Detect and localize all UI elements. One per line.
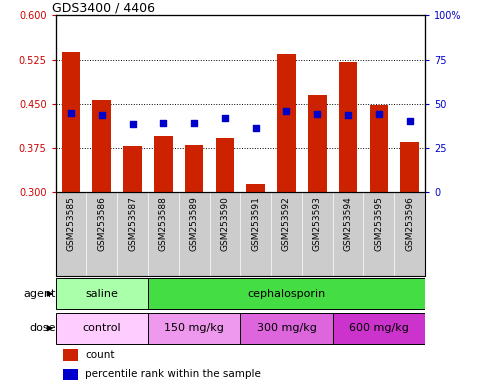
Point (283, 108, 290, 114)
Text: GDS3400 / 4406: GDS3400 / 4406 (52, 1, 155, 14)
Point (252, 125, 259, 131)
Bar (154, 136, 172, 192)
Text: cephalosporin: cephalosporin (247, 289, 326, 299)
Bar (308, 95, 327, 192)
Bar (63, 369, 78, 380)
Text: count: count (85, 350, 114, 360)
Point (128, 121, 136, 127)
Point (406, 118, 413, 124)
Point (221, 115, 229, 121)
Bar (62, 53, 80, 192)
Text: GSM253593: GSM253593 (313, 196, 322, 251)
Point (313, 111, 321, 118)
Text: GSM253589: GSM253589 (190, 196, 199, 251)
Text: 150 mg/kg: 150 mg/kg (164, 323, 224, 333)
Point (67, 109, 75, 116)
Bar (339, 63, 357, 192)
Bar (400, 142, 419, 192)
Bar (56, 278, 148, 310)
Bar (246, 184, 265, 192)
Text: 600 mg/kg: 600 mg/kg (349, 323, 409, 333)
Text: GSM253595: GSM253595 (374, 196, 384, 251)
Bar (277, 54, 296, 192)
Bar (92, 99, 111, 192)
Text: 300 mg/kg: 300 mg/kg (256, 323, 316, 333)
Text: saline: saline (85, 289, 118, 299)
Text: GSM253592: GSM253592 (282, 196, 291, 251)
Text: GSM253587: GSM253587 (128, 196, 137, 251)
Point (190, 119, 198, 126)
Text: GSM253588: GSM253588 (159, 196, 168, 251)
Bar (215, 138, 234, 192)
Text: GSM253596: GSM253596 (405, 196, 414, 251)
Text: GSM253590: GSM253590 (220, 196, 229, 251)
Text: agent: agent (24, 289, 56, 299)
Text: dose: dose (29, 323, 56, 333)
Bar (123, 146, 142, 192)
Point (375, 111, 383, 118)
Bar (185, 145, 203, 192)
Bar (56, 313, 148, 344)
Text: GSM253594: GSM253594 (343, 196, 353, 251)
Point (344, 113, 352, 119)
Text: GSM253586: GSM253586 (97, 196, 106, 251)
Text: control: control (83, 323, 121, 333)
Bar (240, 313, 333, 344)
Bar (333, 313, 425, 344)
Point (159, 119, 167, 126)
Bar (63, 349, 78, 361)
Bar (369, 106, 388, 192)
Text: GSM253591: GSM253591 (251, 196, 260, 251)
Text: GSM253585: GSM253585 (67, 196, 75, 251)
Text: percentile rank within the sample: percentile rank within the sample (85, 369, 261, 379)
Point (98, 113, 106, 119)
Bar (148, 313, 241, 344)
Bar (148, 278, 425, 310)
